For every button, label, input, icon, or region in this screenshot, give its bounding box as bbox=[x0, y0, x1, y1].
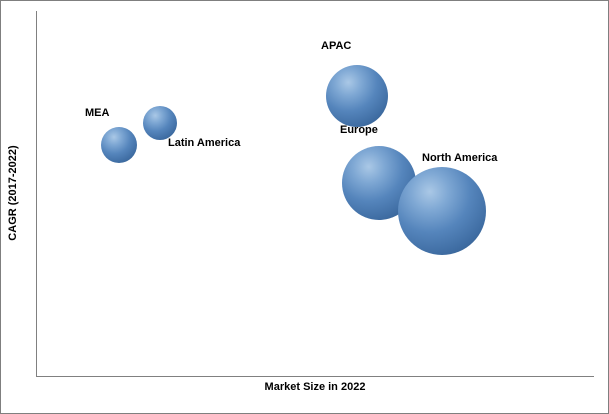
bubble-label-apac: APAC bbox=[321, 40, 352, 52]
bubble-label-mea: MEA bbox=[85, 107, 110, 119]
bubble-mea bbox=[101, 127, 137, 163]
bubble-latin-america bbox=[143, 106, 177, 140]
bubble-label-north-america: North America bbox=[422, 152, 498, 164]
bubble-apac bbox=[326, 65, 388, 127]
y-axis-title: CAGR (2017-2022) bbox=[7, 145, 19, 241]
x-axis-line bbox=[36, 376, 594, 377]
bubble-label-latin-america: Latin America bbox=[168, 137, 241, 149]
bubble-label-europe: Europe bbox=[340, 124, 378, 136]
bubble-north-america bbox=[398, 167, 486, 255]
x-axis-title: Market Size in 2022 bbox=[264, 381, 366, 393]
y-axis-line bbox=[36, 11, 37, 377]
